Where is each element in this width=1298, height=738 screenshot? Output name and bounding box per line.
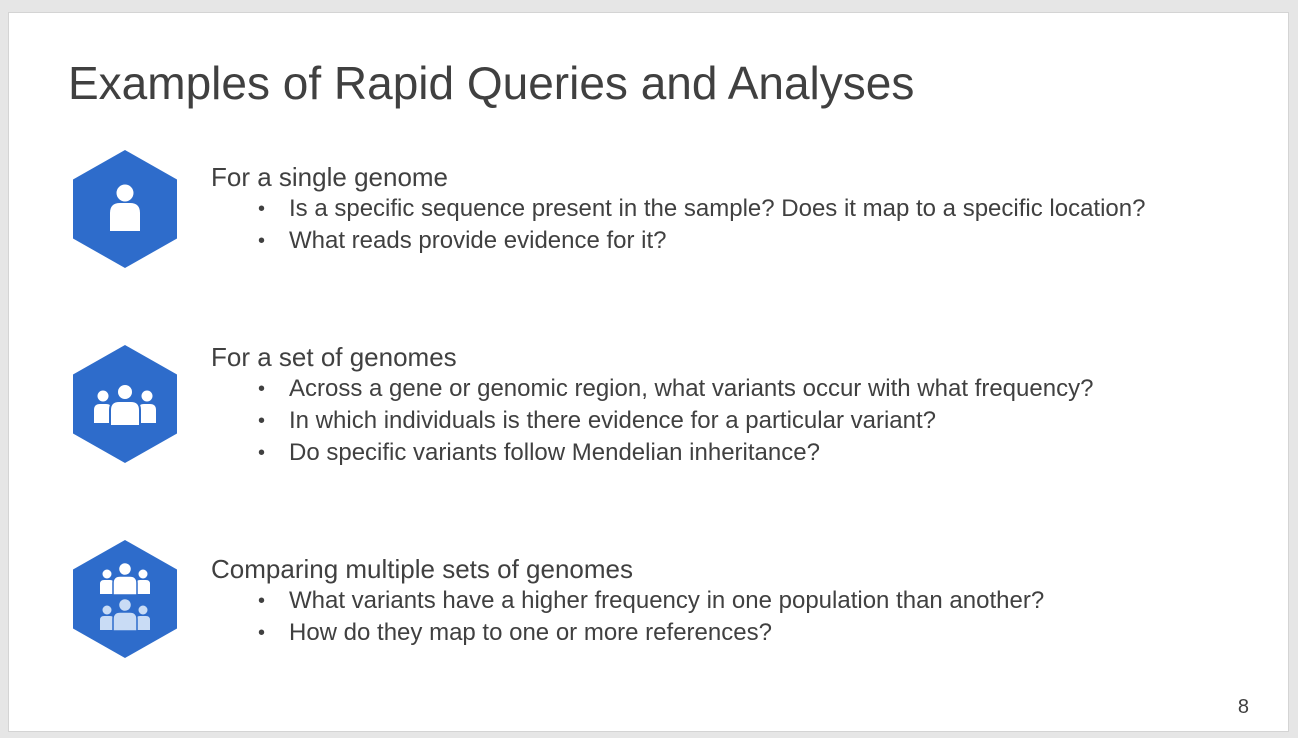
bullet-text: What reads provide evidence for it?: [289, 227, 667, 254]
bullet-dot: •: [258, 590, 266, 612]
bullet-dot: •: [258, 442, 266, 464]
bullet-text: Across a gene or genomic region, what va…: [289, 375, 1094, 402]
slide-title: Examples of Rapid Queries and Analyses: [68, 57, 915, 109]
bullet-text: Is a specific sequence present in the sa…: [289, 195, 1146, 222]
bullet-list: • What variants have a higher frequency i…: [211, 585, 1271, 649]
bullet-dot: •: [258, 622, 266, 644]
bullet-dot: •: [258, 230, 266, 252]
bullet-item: • Do specific variants follow Mendelian i…: [211, 437, 1271, 469]
section-heading: Comparing multiple sets of genomes: [211, 554, 633, 584]
bullet-item: • What variants have a higher frequency i…: [211, 585, 1271, 617]
bullet-dot: •: [258, 410, 266, 432]
bullet-text: In which individuals is there evidence f…: [289, 407, 937, 434]
bullet-item: • What reads provide evidence for it?: [211, 225, 1271, 257]
single-person-icon: [73, 150, 177, 268]
bullet-text: Do specific variants follow Mendelian in…: [289, 439, 820, 466]
bullet-item: • In which individuals is there evidence …: [211, 405, 1271, 437]
bullet-dot: •: [258, 378, 266, 400]
section-multiple-sets: Comparing multiple sets of genomes • What…: [211, 553, 1271, 649]
section-single-genome: For a single genome • Is a specific seque…: [211, 161, 1271, 257]
multiple-groups-icon: [73, 540, 177, 658]
bullet-item: • How do they map to one or more referenc…: [211, 617, 1271, 649]
bullet-text: How do they map to one or more reference…: [289, 619, 772, 646]
section-set-of-genomes: For a set of genomes • Across a gene or g…: [211, 341, 1271, 469]
slide: Examples of Rapid Queries and Analyses F…: [8, 12, 1289, 732]
bullet-text: What variants have a higher frequency in…: [289, 587, 1045, 614]
bullet-list: • Across a gene or genomic region, what v…: [211, 373, 1271, 469]
bullet-item: • Is a specific sequence present in the s…: [211, 193, 1271, 225]
bullet-item: • Across a gene or genomic region, what v…: [211, 373, 1271, 405]
page-number: 8: [1237, 696, 1249, 718]
bullet-dot: •: [258, 198, 266, 220]
section-heading: For a set of genomes: [211, 342, 457, 372]
bullet-list: • Is a specific sequence present in the s…: [211, 193, 1271, 257]
group-icon: [73, 345, 177, 463]
section-heading: For a single genome: [211, 162, 449, 192]
